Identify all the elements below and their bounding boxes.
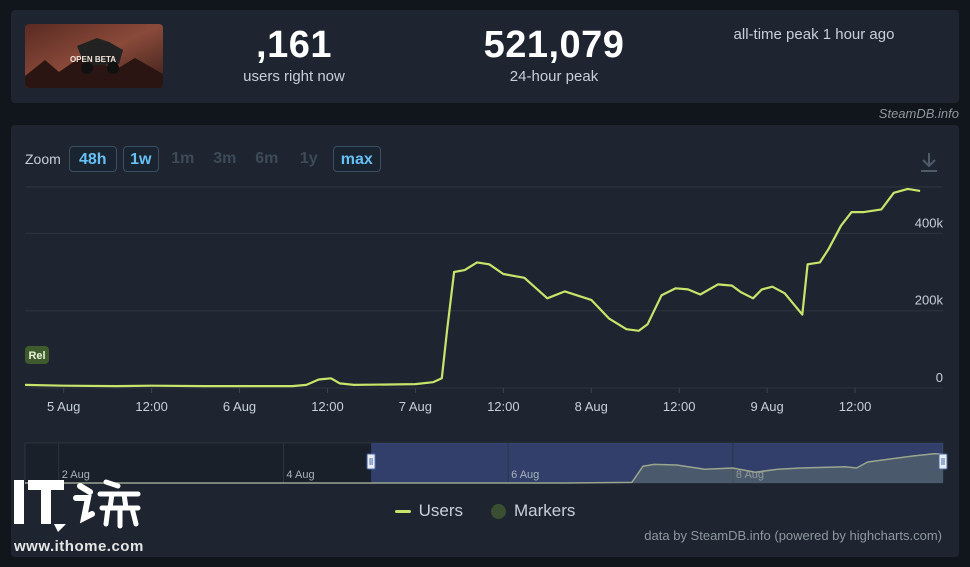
release-marker: Rel: [25, 346, 49, 364]
legend-users[interactable]: Users: [394, 501, 463, 521]
x-tick-label: 12:00: [311, 399, 344, 414]
navigator-handles: [366, 453, 948, 470]
game-thumbnail-text: OPEN BETA: [70, 55, 116, 64]
release-marker-label: Rel: [28, 350, 45, 362]
zoom-1y-button[interactable]: 1y: [299, 150, 318, 167]
zoom-bar: Zoom 48h 1w 1m 3m 6m 1y max: [25, 145, 387, 173]
current-players-value: ,161: [256, 24, 332, 66]
legend-users-swatch: [394, 509, 411, 513]
peak-24h-label: 24-hour peak: [509, 68, 599, 85]
navigator-series-line: [25, 452, 944, 484]
legend: Users Markers: [11, 501, 959, 521]
x-tick-label: 12:00: [135, 399, 168, 414]
ithome-watermark-logo: [14, 478, 144, 539]
y-axis: 0 200k 400k: [915, 215, 944, 385]
zoom-48h-button[interactable]: 48h: [68, 146, 117, 172]
y-tick-label: 400k: [915, 215, 944, 230]
alltime-peak-label: all-time peak 1 hour ago: [733, 26, 895, 43]
navigator-handle: [366, 453, 376, 470]
game-thumbnail[interactable]: OPEN BETA: [25, 24, 163, 88]
x-tick-label: 7 Aug: [399, 399, 432, 414]
stats-panel: OPEN BETA ,161 users right now 521,079 2…: [11, 10, 959, 103]
stat-24h-peak: 521,079 24-hour peak: [439, 24, 669, 85]
zoom-1m-button[interactable]: 1m: [171, 150, 195, 167]
zoom-max-button[interactable]: max: [332, 146, 381, 172]
stat-alltime-peak: all-time peak 1 hour ago: [699, 24, 929, 43]
zoom-1w-button[interactable]: 1w: [122, 146, 159, 172]
x-tick-label: 12:00: [663, 399, 696, 414]
navigator-tick-label: 2 Aug: [62, 469, 90, 481]
navigator[interactable]: 2 Aug 4 Aug 6 Aug 8 Aug: [11, 440, 959, 490]
x-axis: 5 Aug 12:00 6 Aug 12:00 7 Aug 12:00 8 Aug 12:00…: [47, 388, 871, 414]
x-tick-label: 12:00: [487, 399, 520, 414]
navigator-tick-label: 6 Aug: [511, 469, 539, 481]
chart-grid: [25, 186, 943, 389]
navigator-handle: [938, 453, 948, 470]
stat-current-players: ,161 users right now: [179, 24, 409, 85]
legend-markers-label: Markers: [514, 501, 576, 520]
legend-markers-swatch: [491, 503, 506, 519]
users-series-line: [24, 187, 921, 388]
x-tick-label: 5 Aug: [47, 399, 80, 414]
x-tick-label: 6 Aug: [223, 399, 256, 414]
ithome-watermark-url: www.ithome.com: [14, 538, 144, 555]
peak-24h-value: 521,079: [483, 24, 625, 66]
y-tick-label: 200k: [915, 293, 944, 308]
chart-credit[interactable]: data by SteamDB.info (powered by highcha…: [644, 528, 942, 543]
zoom-label: Zoom: [25, 151, 61, 167]
navigator-series-area: [25, 453, 943, 483]
zoom-3m-button[interactable]: 3m: [213, 150, 237, 167]
current-players-label: users right now: [243, 68, 345, 85]
ithome-logo-icon: [14, 479, 141, 532]
zoom-6m-button[interactable]: 6m: [255, 150, 279, 167]
main-chart[interactable]: 0 200k 400k 5 Aug 12:00 6 Aug 12:00 7 Aug 12:00…: [11, 175, 959, 475]
x-tick-label: 12:00: [839, 399, 872, 414]
chart-panel: Zoom 48h 1w 1m 3m 6m 1y max 0 200k 400k 5 …: [11, 125, 959, 557]
release-marker-badge: [25, 346, 49, 364]
game-thumbnail-image: OPEN BETA: [25, 24, 163, 88]
navigator-selection: [371, 443, 943, 483]
steamdb-credit[interactable]: SteamDB.info: [878, 106, 959, 121]
legend-markers[interactable]: Markers: [491, 501, 575, 521]
navigator-tick-label: 4 Aug: [286, 469, 314, 481]
x-tick-label: 8 Aug: [575, 399, 608, 414]
download-icon[interactable]: [919, 151, 939, 173]
y-tick-label: 0: [936, 370, 943, 385]
legend-users-label: Users: [418, 501, 463, 520]
x-tick-label: 9 Aug: [751, 399, 784, 414]
